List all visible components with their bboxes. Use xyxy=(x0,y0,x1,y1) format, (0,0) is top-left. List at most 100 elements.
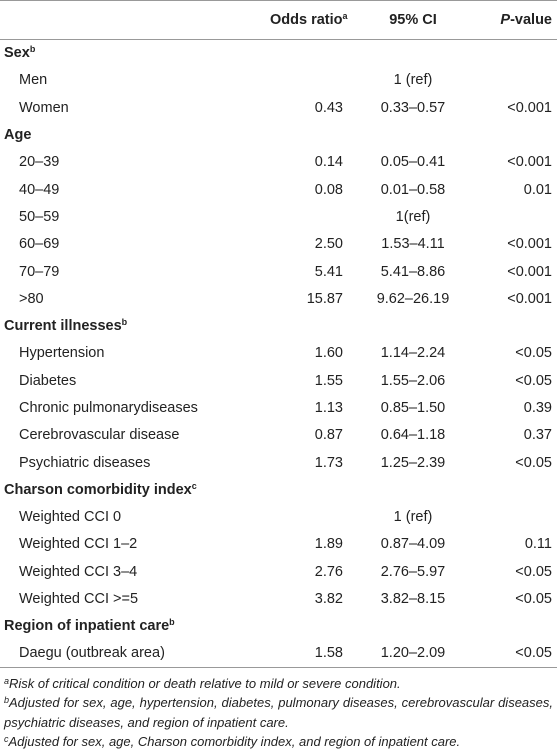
p-value: <0.05 xyxy=(515,454,552,471)
odds-ratio: 1.58 xyxy=(314,645,343,662)
row-label: >80 xyxy=(19,290,44,307)
p-value xyxy=(476,203,557,230)
header-text: 95% CI xyxy=(389,12,437,28)
p-value: <0.001 xyxy=(507,99,552,116)
confidence-interval: 1.14–2.24 xyxy=(380,345,446,362)
group-label: Region of inpatient care xyxy=(4,618,170,635)
header-text: P xyxy=(500,12,511,28)
confidence-interval: 0.01–0.58 xyxy=(380,181,446,198)
data-row: 70–79 5.41 5.41–8.86 <0.001 xyxy=(0,258,557,285)
data-row: Chronic pulmonarydiseases 1.13 0.85–1.50 0.… xyxy=(0,394,557,421)
confidence-interval: 0.33–0.57 xyxy=(380,99,446,116)
data-row: Daegu (outbreak area) 1.58 1.20–2.09 <0.05 xyxy=(0,640,557,668)
row-label: 40–49 xyxy=(19,181,60,198)
confidence-interval: 1 (ref) xyxy=(393,72,433,89)
odds-ratio: 15.87 xyxy=(306,290,343,307)
row-label: 20–39 xyxy=(19,154,60,171)
row-label: Hypertension xyxy=(19,345,105,362)
header-cell: Odds ratioa xyxy=(270,1,350,40)
odds-ratio: 1.13 xyxy=(314,400,343,416)
p-value: <0.05 xyxy=(515,372,552,389)
group-row: Charson comorbidity indexc xyxy=(0,476,557,503)
odds-ratio: 1.55 xyxy=(314,372,343,389)
p-value: 0.11 xyxy=(524,536,552,553)
data-row: Weighted CCI 0 1 (ref) xyxy=(0,504,557,531)
group-row: Sexb xyxy=(0,40,557,67)
footnote-mark: c xyxy=(4,734,9,745)
confidence-interval: 1.25–2.39 xyxy=(380,454,446,471)
footnote-text: Risk of critical condition or death rela… xyxy=(9,675,401,691)
group-label: Current illnesses xyxy=(4,318,122,335)
data-row: Men 1 (ref) xyxy=(0,67,557,94)
footnote-text: Adjusted for sex, age, Charson comorbidi… xyxy=(8,734,461,750)
row-label: Men xyxy=(19,72,48,89)
confidence-interval: 9.62–26.19 xyxy=(376,290,450,307)
group-label-cell: Region of inpatient careb xyxy=(0,613,557,640)
row-label: Weighted CCI 0 xyxy=(19,509,122,526)
row-label: Weighted CCI >=5 xyxy=(19,591,139,608)
odds-ratio: 0.87 xyxy=(314,427,343,444)
footnote-mark: b xyxy=(121,317,128,328)
row-label: Daegu (outbreak area) xyxy=(19,645,165,662)
odds-ratio: 1.60 xyxy=(314,345,343,362)
odds-ratio: 2.50 xyxy=(314,236,343,253)
data-row: Diabetes 1.55 1.55–2.06 <0.05 xyxy=(0,367,557,394)
p-value: <0.05 xyxy=(515,591,552,608)
footnote-text: Adjusted for sex, age, hypertension, dia… xyxy=(4,695,553,730)
footnote-mark: b xyxy=(4,695,10,706)
p-value xyxy=(476,504,557,531)
p-value: <0.05 xyxy=(515,645,552,662)
confidence-interval: 0.05–0.41 xyxy=(380,154,446,171)
group-label: Sex xyxy=(4,45,30,62)
group-label: Charson comorbidity index xyxy=(4,481,192,498)
row-label: Psychiatric diseases xyxy=(19,454,151,471)
confidence-interval: 1(ref) xyxy=(395,208,431,225)
group-row: Region of inpatient careb xyxy=(0,613,557,640)
data-row: 20–39 0.14 0.05–0.41 <0.001 xyxy=(0,149,557,176)
footnote: aRisk of critical condition or death rel… xyxy=(4,674,553,694)
p-value: <0.001 xyxy=(507,236,552,253)
odds-ratio: 0.14 xyxy=(314,154,343,171)
p-value: <0.001 xyxy=(507,290,552,307)
header-blank xyxy=(0,1,270,40)
odds-ratio: 2.76 xyxy=(314,563,343,580)
p-value: 0.39 xyxy=(523,400,552,416)
p-value: <0.05 xyxy=(515,345,552,362)
group-label-cell: Sexb xyxy=(0,40,557,67)
table-header: Odds ratioa 95% CI P-value xyxy=(0,0,557,40)
row-label: Chronic pulmonarydiseases xyxy=(19,400,198,416)
data-row: Cerebrovascular disease 0.87 0.64–1.18 0.37 xyxy=(0,422,557,449)
data-row: Psychiatric diseases 1.73 1.25–2.39 <0.05 xyxy=(0,449,557,476)
data-row: Hypertension 1.60 1.14–2.24 <0.05 xyxy=(0,340,557,367)
row-label: Weighted CCI 3–4 xyxy=(19,563,138,580)
group-label-cell: Age xyxy=(0,121,557,148)
group-row: Age xyxy=(0,121,557,148)
odds-ratio: 1.73 xyxy=(314,454,343,471)
p-value: <0.001 xyxy=(507,154,552,171)
footnote-mark: b xyxy=(29,44,36,55)
p-value xyxy=(476,67,557,94)
footnote-mark: a xyxy=(4,675,10,686)
header-text: Odds ratio xyxy=(270,12,343,28)
footnote-mark: c xyxy=(191,480,197,491)
row-label: 60–69 xyxy=(19,236,60,253)
footnotes: aRisk of critical condition or death rel… xyxy=(0,668,557,752)
confidence-interval: 1.55–2.06 xyxy=(380,372,446,389)
data-row: Weighted CCI >=5 3.82 3.82–8.15 <0.05 xyxy=(0,585,557,612)
odds-ratio: 0.43 xyxy=(314,99,343,116)
header-text: -value xyxy=(510,12,552,28)
footnote: bAdjusted for sex, age, hypertension, di… xyxy=(4,693,553,732)
footnote-mark: a xyxy=(342,11,348,21)
row-label: Cerebrovascular disease xyxy=(19,427,180,444)
results-table: Odds ratioa 95% CI P-value Sexb Men 1 (ref… xyxy=(0,0,557,668)
confidence-interval: 5.41–8.86 xyxy=(380,263,446,280)
odds-ratio xyxy=(270,203,350,230)
group-label: Age xyxy=(4,127,32,144)
data-row: Women 0.43 0.33–0.57 <0.001 xyxy=(0,94,557,121)
header-row: Odds ratioa 95% CI P-value xyxy=(0,0,557,40)
odds-ratio: 0.08 xyxy=(314,181,343,198)
confidence-interval: 1.20–2.09 xyxy=(380,645,446,662)
odds-ratio: 5.41 xyxy=(314,263,343,280)
data-row: 50–59 1(ref) xyxy=(0,203,557,230)
